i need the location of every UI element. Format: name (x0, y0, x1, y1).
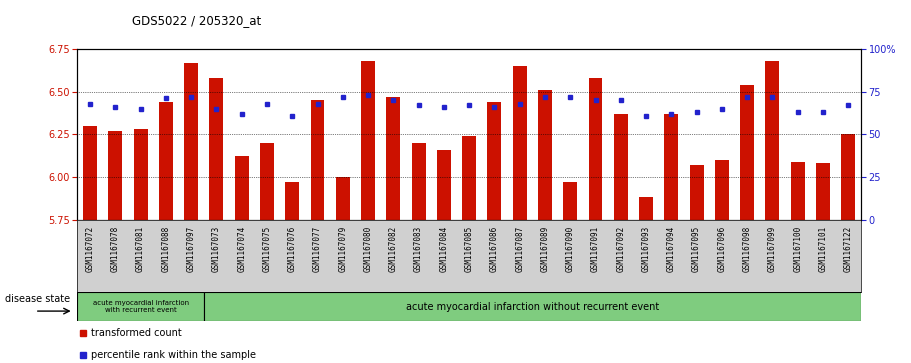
Text: GSM1167076: GSM1167076 (288, 225, 297, 272)
Bar (589, 78, 602, 220)
Bar (715, 160, 729, 220)
Text: GSM1167096: GSM1167096 (717, 225, 726, 272)
Bar (462, 136, 476, 220)
Text: GSM1167075: GSM1167075 (262, 225, 271, 272)
Bar (386, 97, 400, 220)
Text: percentile rank within the sample: percentile rank within the sample (91, 351, 256, 360)
Text: GSM1167122: GSM1167122 (844, 225, 853, 272)
Text: GSM1167082: GSM1167082 (389, 225, 398, 272)
Text: GSM1167090: GSM1167090 (566, 225, 575, 272)
Bar (235, 156, 249, 220)
Text: GSM1167093: GSM1167093 (641, 225, 650, 272)
Bar (260, 143, 274, 220)
Text: GSM1167098: GSM1167098 (742, 225, 752, 272)
Text: GSM1167079: GSM1167079 (338, 225, 347, 272)
Bar (336, 177, 350, 220)
Text: GSM1167099: GSM1167099 (768, 225, 777, 272)
Text: GSM1167084: GSM1167084 (439, 225, 448, 272)
Text: GSM1167095: GSM1167095 (692, 225, 701, 272)
Text: GSM1167086: GSM1167086 (490, 225, 499, 272)
Bar (204, 292, 861, 321)
Bar (816, 163, 830, 220)
Bar (791, 162, 804, 220)
Bar (210, 78, 223, 220)
Text: GDS5022 / 205320_at: GDS5022 / 205320_at (132, 14, 261, 27)
Text: GSM1167080: GSM1167080 (363, 225, 373, 272)
Text: GSM1167074: GSM1167074 (237, 225, 246, 272)
Text: GSM1167091: GSM1167091 (591, 225, 600, 272)
Bar (842, 134, 855, 220)
Text: disease state: disease state (5, 294, 69, 305)
Bar (437, 150, 451, 220)
Text: acute myocardial infarction without recurrent event: acute myocardial infarction without recu… (405, 302, 659, 312)
Bar (487, 102, 501, 220)
Text: GSM1167078: GSM1167078 (111, 225, 120, 272)
Bar (690, 165, 703, 220)
Text: GSM1167073: GSM1167073 (212, 225, 221, 272)
Text: GSM1167088: GSM1167088 (161, 225, 170, 272)
Bar (412, 143, 425, 220)
Text: GSM1167092: GSM1167092 (617, 225, 625, 272)
Bar (108, 131, 122, 220)
Bar (513, 66, 527, 220)
Text: acute myocardial infarction
with recurrent event: acute myocardial infarction with recurre… (93, 300, 189, 313)
Bar (538, 90, 552, 220)
Text: GSM1167072: GSM1167072 (86, 225, 95, 272)
Bar (285, 182, 299, 220)
Bar (361, 61, 375, 220)
Bar (563, 182, 578, 220)
Bar (311, 100, 324, 220)
Text: GSM1167101: GSM1167101 (818, 225, 827, 272)
Bar (83, 126, 97, 220)
Text: GSM1167085: GSM1167085 (465, 225, 474, 272)
Bar (640, 197, 653, 220)
Text: GSM1167089: GSM1167089 (540, 225, 549, 272)
Bar (741, 85, 754, 220)
Bar (159, 102, 173, 220)
Bar (614, 114, 628, 220)
Text: GSM1167081: GSM1167081 (136, 225, 145, 272)
Bar (77, 292, 204, 321)
Text: GSM1167077: GSM1167077 (313, 225, 322, 272)
Bar (664, 114, 679, 220)
Bar (184, 63, 198, 220)
Bar (765, 61, 780, 220)
Text: GSM1167083: GSM1167083 (415, 225, 423, 272)
Text: GSM1167100: GSM1167100 (793, 225, 803, 272)
Text: GSM1167087: GSM1167087 (516, 225, 524, 272)
Text: transformed count: transformed count (91, 328, 182, 338)
Text: GSM1167094: GSM1167094 (667, 225, 676, 272)
Bar (134, 129, 148, 220)
Text: GSM1167097: GSM1167097 (187, 225, 196, 272)
